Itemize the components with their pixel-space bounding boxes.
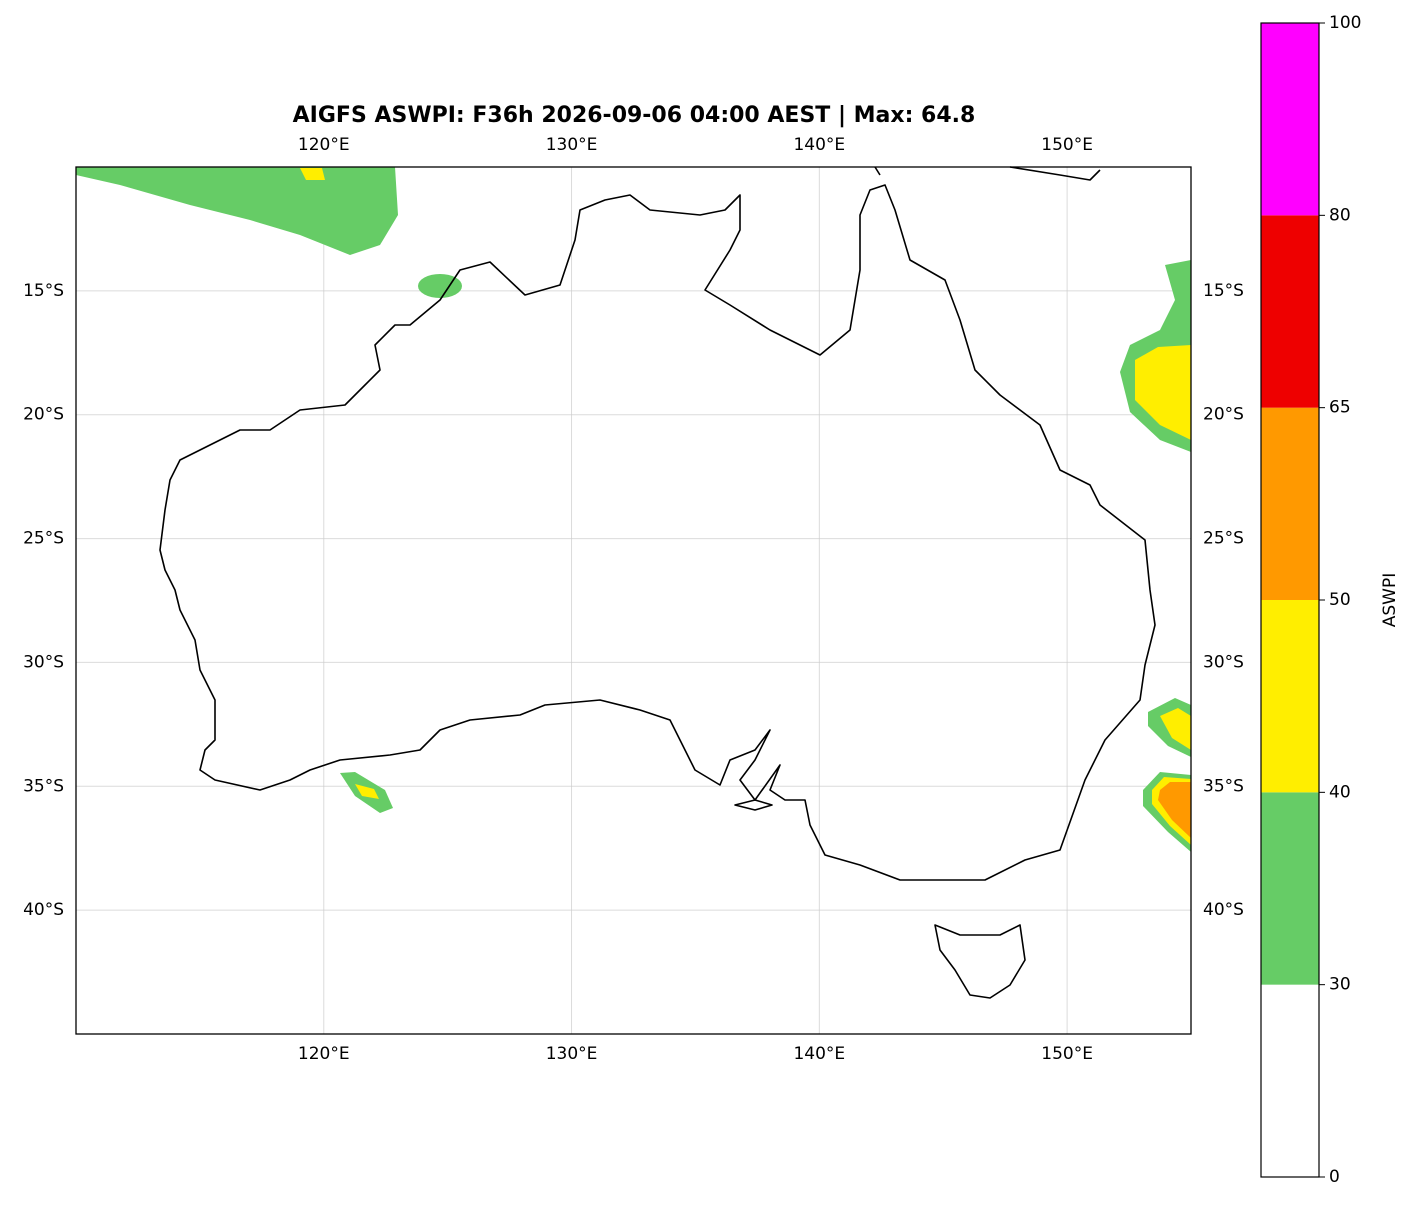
map-frame bbox=[75, 166, 1192, 1035]
x-tick-label-bottom: 150°E bbox=[1041, 1044, 1093, 1064]
y-tick-label-left: 15°S bbox=[23, 281, 64, 301]
y-tick-label-left: 20°S bbox=[23, 405, 64, 425]
grid bbox=[76, 167, 1191, 1034]
field bbox=[76, 167, 1191, 852]
x-tick-label-bottom: 140°E bbox=[793, 1044, 845, 1064]
y-tick-label-right: 30°S bbox=[1203, 652, 1244, 672]
colorbar-segment bbox=[1261, 407, 1319, 600]
colorbar-segment bbox=[1261, 215, 1319, 408]
x-tick-label-top: 120°E bbox=[298, 135, 350, 155]
field-region bbox=[1135, 345, 1191, 440]
colorbar: 0 30 40 50 65 80 100 bbox=[1260, 13, 1361, 1187]
colorbar-tick-label: 40 bbox=[1329, 782, 1351, 802]
y-tick-label-left: 35°S bbox=[23, 776, 64, 796]
y-tick-label-right: 20°S bbox=[1203, 405, 1244, 425]
colorbar-tick-label: 65 bbox=[1329, 398, 1351, 418]
colorbar-tick-label: 0 bbox=[1329, 1167, 1340, 1187]
coastline-tasmania bbox=[934, 924, 1026, 999]
y-tick-label-right: 35°S bbox=[1203, 776, 1244, 796]
colorbar-segment bbox=[1261, 23, 1319, 216]
y-tick-label-right: 40°S bbox=[1203, 900, 1244, 920]
y-tick-label-left: 30°S bbox=[23, 652, 64, 672]
coastline-mainland bbox=[159, 184, 1156, 881]
x-tick-label-top: 130°E bbox=[546, 135, 598, 155]
x-tick-label-top: 140°E bbox=[793, 135, 845, 155]
x-tick-label-bottom: 130°E bbox=[546, 1044, 598, 1064]
colorbar-label: ASWPI bbox=[1380, 573, 1400, 628]
field-region bbox=[1160, 708, 1191, 750]
coastline bbox=[159, 166, 1156, 999]
field-region bbox=[418, 274, 462, 298]
x-tick-label-top: 150°E bbox=[1041, 135, 1093, 155]
field-region bbox=[76, 167, 398, 255]
field-region bbox=[1158, 782, 1191, 838]
y-tick-label-right: 25°S bbox=[1203, 529, 1244, 549]
field-region bbox=[300, 168, 325, 180]
x-tick-label-bottom: 120°E bbox=[298, 1044, 350, 1064]
coastline-png bbox=[874, 166, 1101, 181]
colorbar-tick-label: 30 bbox=[1329, 975, 1351, 995]
field-region bbox=[355, 784, 379, 799]
coastline-kangaroo-island bbox=[734, 799, 773, 811]
colorbar-tick-label: 50 bbox=[1329, 590, 1351, 610]
colorbar-segment bbox=[1261, 600, 1319, 793]
y-tick-label-right: 15°S bbox=[1203, 281, 1244, 301]
colorbar-tick-label: 100 bbox=[1329, 13, 1361, 33]
colorbar-tick-label: 80 bbox=[1329, 205, 1351, 225]
colorbar-segment bbox=[1261, 792, 1319, 985]
y-tick-label-left: 25°S bbox=[23, 529, 64, 549]
colorbar-segment bbox=[1261, 984, 1319, 1177]
y-tick-label-left: 40°S bbox=[23, 900, 64, 920]
chart-title: AIGFS ASWPI: F36h 2026-09-06 04:00 AEST … bbox=[293, 103, 976, 128]
